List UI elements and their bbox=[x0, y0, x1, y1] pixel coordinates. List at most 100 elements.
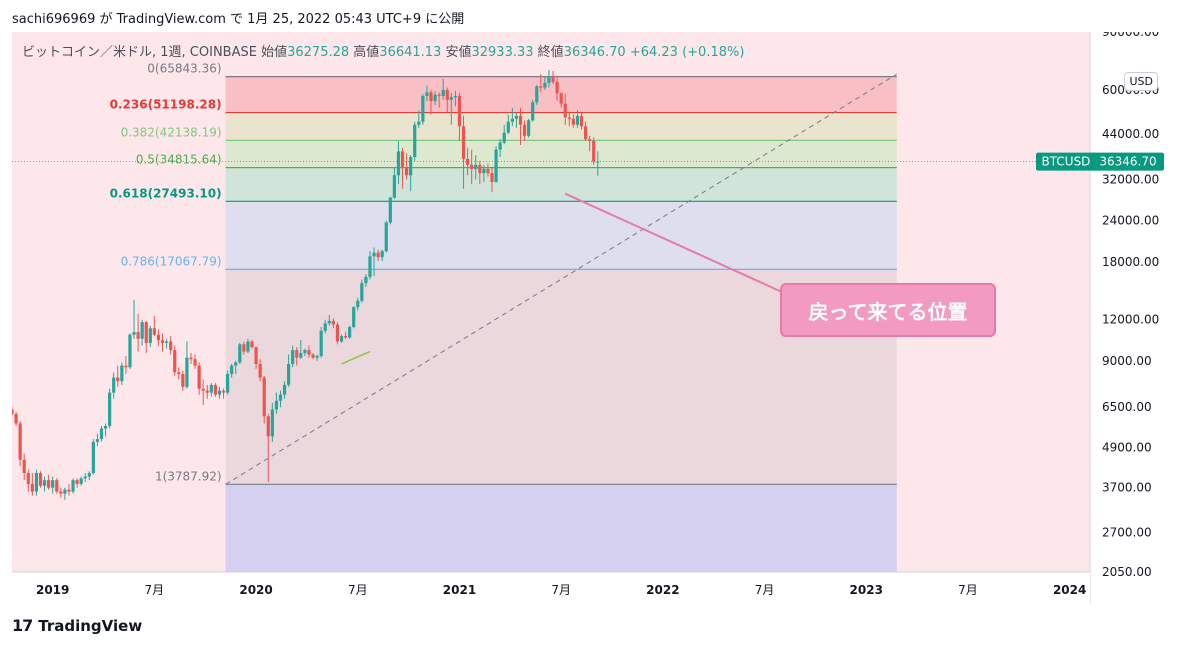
candle-body-56 bbox=[238, 344, 242, 363]
y-tick-11: 2700.00 bbox=[1102, 526, 1152, 540]
candle-body-117 bbox=[486, 168, 490, 174]
candle-body-43 bbox=[185, 357, 189, 387]
candle-body-24 bbox=[108, 392, 112, 426]
candle-body-23 bbox=[103, 425, 108, 429]
candle-body-65 bbox=[274, 400, 279, 410]
candle-body-128 bbox=[531, 102, 535, 121]
candle-body-121 bbox=[502, 132, 506, 143]
price-chart[interactable]: 0(65843.36) 0.236(51198.28) 0.382(42138.19… bbox=[12, 32, 1188, 604]
candle-body-19 bbox=[87, 473, 91, 477]
candle-body-59 bbox=[250, 341, 254, 348]
candle-body-120 bbox=[498, 142, 502, 150]
candle-body-141 bbox=[583, 126, 588, 140]
tradingview-logo-icon: 17 bbox=[12, 616, 33, 635]
candle-body-119 bbox=[494, 149, 498, 182]
fib-label-6: 1(3787.92) bbox=[155, 469, 222, 483]
candle-body-78 bbox=[327, 320, 331, 324]
candle-body-91 bbox=[380, 251, 384, 258]
candle-body-140 bbox=[579, 115, 584, 127]
candle-body-30 bbox=[132, 332, 136, 335]
candle-body-33 bbox=[144, 322, 148, 343]
candle-body-125 bbox=[518, 115, 523, 125]
y-tick-3: 32000.00 bbox=[1102, 173, 1159, 187]
brand-name: TradingView bbox=[38, 616, 143, 635]
candle-body-25 bbox=[112, 377, 116, 393]
candle-body-124 bbox=[514, 115, 519, 119]
candle-body-107 bbox=[445, 89, 449, 100]
candle-body-2 bbox=[18, 423, 22, 460]
candle-body-17 bbox=[79, 478, 83, 484]
candle-body-26 bbox=[116, 377, 120, 382]
candle-body-143 bbox=[592, 140, 596, 162]
candle-body-21 bbox=[95, 439, 100, 442]
candle-body-13 bbox=[63, 489, 67, 494]
candle-body-123 bbox=[510, 118, 514, 122]
candle-body-83 bbox=[348, 327, 352, 338]
candle-body-9 bbox=[47, 480, 51, 488]
candle-body-53 bbox=[226, 374, 230, 393]
candle-body-69 bbox=[291, 350, 295, 364]
candle-body-60 bbox=[254, 347, 258, 364]
close-value: 36346.70 bbox=[563, 45, 626, 60]
candle-body-82 bbox=[343, 336, 348, 338]
candle-body-0 bbox=[12, 409, 14, 414]
candle-body-90 bbox=[376, 252, 380, 258]
candle-body-1 bbox=[14, 413, 18, 424]
candle-body-76 bbox=[319, 330, 323, 357]
high-label: 高値 bbox=[353, 45, 380, 60]
candle-body-71 bbox=[299, 353, 303, 358]
fib-zone-4 bbox=[225, 201, 897, 270]
candle-body-104 bbox=[433, 94, 437, 102]
candle-body-93 bbox=[388, 197, 392, 223]
low-value: 32933.33 bbox=[471, 45, 534, 60]
candle-body-67 bbox=[282, 384, 287, 395]
candle-body-49 bbox=[209, 384, 213, 393]
candle-body-85 bbox=[356, 300, 360, 308]
candle-body-122 bbox=[506, 121, 510, 133]
candle-body-97 bbox=[404, 166, 409, 176]
candle-body-28 bbox=[124, 365, 128, 368]
candle-body-27 bbox=[120, 365, 124, 382]
candle-body-110 bbox=[457, 95, 462, 127]
x-tick-1: 7月 bbox=[145, 583, 165, 597]
candle-body-3 bbox=[22, 459, 26, 474]
y-tick-6: 12000.00 bbox=[1102, 313, 1159, 327]
candle-body-20 bbox=[91, 441, 95, 474]
fib-zone-2 bbox=[225, 140, 897, 168]
candle-body-95 bbox=[396, 151, 401, 176]
candle-body-54 bbox=[230, 365, 234, 375]
candle-body-89 bbox=[372, 252, 376, 257]
candle-body-77 bbox=[323, 323, 327, 331]
price-tag-text: 36346.70 bbox=[1099, 155, 1156, 169]
candle-body-58 bbox=[246, 341, 250, 352]
candle-body-5 bbox=[30, 483, 34, 492]
candle-body-63 bbox=[266, 416, 270, 437]
candle-body-50 bbox=[213, 384, 217, 395]
candle-body-10 bbox=[51, 480, 55, 488]
y-tick-4: 24000.00 bbox=[1102, 214, 1159, 228]
candle-body-31 bbox=[136, 332, 140, 339]
fib-label-0: 0(65843.36) bbox=[147, 62, 221, 76]
candle-body-118 bbox=[490, 173, 494, 182]
candle-body-8 bbox=[42, 480, 47, 486]
candle-body-135 bbox=[559, 93, 563, 104]
candle-body-55 bbox=[234, 362, 238, 366]
fib-zone-1 bbox=[225, 112, 897, 141]
time-axis-background bbox=[12, 572, 1090, 604]
chart-area[interactable]: 0(65843.36) 0.236(51198.28) 0.382(42138.19… bbox=[12, 32, 1188, 604]
candle-body-73 bbox=[307, 350, 311, 355]
symbol-tag-text: BTCUSD bbox=[1042, 155, 1091, 169]
currency-badge[interactable]: USD bbox=[1124, 72, 1158, 91]
candle-body-62 bbox=[262, 377, 266, 417]
y-tick-12: 2050.00 bbox=[1102, 565, 1152, 579]
candle-body-138 bbox=[571, 118, 575, 125]
low-label: 安値 bbox=[445, 45, 472, 60]
open-label: 始値 bbox=[261, 45, 288, 60]
candle-body-84 bbox=[352, 307, 356, 328]
x-tick-5: 7月 bbox=[551, 583, 571, 597]
candle-body-66 bbox=[278, 394, 283, 401]
candle-body-36 bbox=[156, 334, 161, 341]
candle-body-61 bbox=[258, 363, 262, 378]
candle-body-86 bbox=[360, 283, 364, 301]
small-trend-line bbox=[341, 350, 371, 365]
